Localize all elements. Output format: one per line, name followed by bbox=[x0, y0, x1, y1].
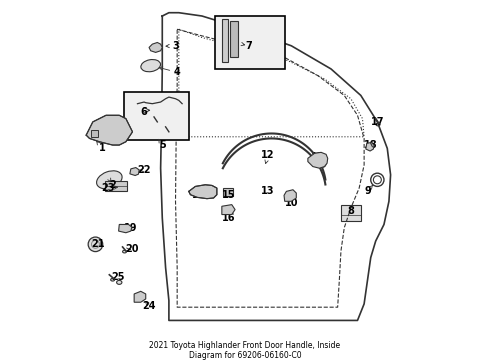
Text: 9: 9 bbox=[364, 186, 371, 197]
Polygon shape bbox=[222, 204, 235, 215]
Ellipse shape bbox=[165, 131, 170, 134]
Ellipse shape bbox=[133, 105, 142, 113]
Ellipse shape bbox=[245, 24, 275, 60]
Polygon shape bbox=[86, 115, 132, 145]
Text: 6: 6 bbox=[141, 107, 147, 117]
Bar bbox=[223, 188, 233, 196]
Text: 2: 2 bbox=[109, 180, 116, 190]
Ellipse shape bbox=[141, 110, 147, 117]
Text: 13: 13 bbox=[261, 186, 275, 197]
Ellipse shape bbox=[141, 59, 161, 72]
Text: 11: 11 bbox=[311, 152, 324, 162]
Polygon shape bbox=[366, 143, 374, 151]
Text: 10: 10 bbox=[285, 198, 298, 208]
Polygon shape bbox=[134, 291, 146, 302]
Text: 5: 5 bbox=[159, 140, 166, 150]
Text: 14: 14 bbox=[192, 190, 205, 200]
Text: 1: 1 bbox=[98, 143, 105, 153]
Bar bbox=[215, 16, 285, 69]
Ellipse shape bbox=[88, 237, 103, 252]
Text: 2021 Toyota Highlander Front Door Handle, Inside
Diagram for 69206-06160-C0: 2021 Toyota Highlander Front Door Handle… bbox=[149, 341, 341, 360]
Text: 23: 23 bbox=[101, 183, 115, 193]
Text: 24: 24 bbox=[142, 301, 156, 311]
Text: 4: 4 bbox=[174, 67, 180, 77]
Polygon shape bbox=[91, 130, 98, 137]
Ellipse shape bbox=[376, 123, 380, 126]
Text: 22: 22 bbox=[137, 165, 151, 175]
Text: 15: 15 bbox=[221, 190, 235, 200]
Ellipse shape bbox=[122, 250, 126, 253]
Text: 21: 21 bbox=[91, 239, 104, 249]
Bar bbox=[341, 204, 361, 221]
Text: 7: 7 bbox=[245, 41, 252, 51]
Text: 17: 17 bbox=[370, 117, 384, 127]
Polygon shape bbox=[284, 190, 296, 201]
Polygon shape bbox=[130, 167, 139, 175]
Ellipse shape bbox=[153, 121, 158, 124]
Text: 16: 16 bbox=[221, 213, 235, 223]
Ellipse shape bbox=[117, 280, 122, 284]
Bar bbox=[105, 181, 127, 192]
Polygon shape bbox=[189, 185, 217, 199]
Polygon shape bbox=[230, 21, 238, 57]
Text: 3: 3 bbox=[172, 41, 179, 51]
Text: 19: 19 bbox=[124, 223, 138, 233]
Text: 20: 20 bbox=[126, 244, 139, 254]
Bar bbox=[124, 92, 189, 140]
Text: 25: 25 bbox=[111, 273, 124, 282]
Text: 8: 8 bbox=[347, 206, 354, 216]
Text: 18: 18 bbox=[364, 140, 378, 150]
Polygon shape bbox=[149, 42, 162, 53]
Polygon shape bbox=[119, 225, 132, 233]
Ellipse shape bbox=[160, 112, 171, 121]
Polygon shape bbox=[308, 152, 328, 168]
Ellipse shape bbox=[111, 278, 115, 281]
Polygon shape bbox=[222, 19, 228, 62]
Text: 12: 12 bbox=[261, 150, 275, 160]
Ellipse shape bbox=[97, 171, 122, 189]
